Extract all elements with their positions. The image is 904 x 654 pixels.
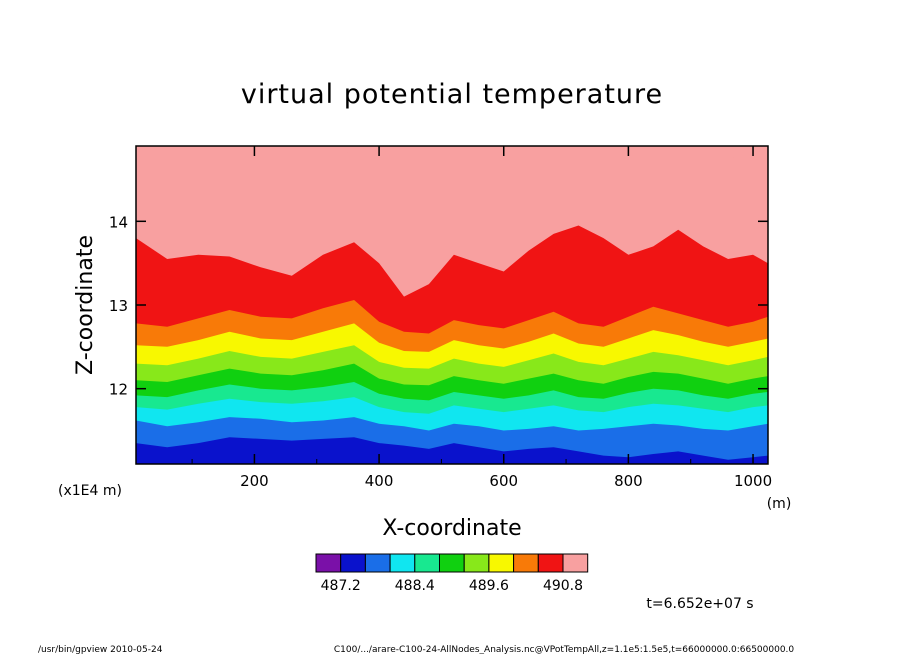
colorbar-swatch bbox=[389, 553, 416, 573]
y-scale-label: (x1E4 m) bbox=[58, 483, 122, 499]
y-tick-label: 14 bbox=[109, 213, 128, 231]
chart-title: virtual potential temperature bbox=[241, 79, 663, 110]
contour-band-1 bbox=[136, 437, 768, 464]
colorbar-swatch bbox=[488, 553, 515, 573]
colorbar-label: 489.6 bbox=[469, 578, 509, 594]
colorbar-label: 487.2 bbox=[321, 578, 361, 594]
time-label: t=6.652e+07 s bbox=[646, 596, 753, 612]
colorbar: 487.2 488.4 489.6 490.8 bbox=[315, 553, 589, 594]
footer-left: /usr/bin/gpview 2010-05-24 bbox=[38, 645, 163, 654]
colorbar-label: 488.4 bbox=[395, 578, 435, 594]
colorbar-swatch bbox=[463, 553, 490, 573]
colorbar-swatch bbox=[414, 553, 440, 573]
x-tick-label: 1000 bbox=[734, 472, 772, 490]
colorbar-swatch bbox=[364, 553, 391, 573]
y-tick-label: 12 bbox=[109, 381, 128, 399]
plot-area bbox=[135, 145, 769, 465]
y-tick-label: 13 bbox=[109, 297, 128, 315]
colorbar-swatch bbox=[439, 553, 465, 573]
colorbar-label: 490.8 bbox=[543, 578, 583, 594]
colorbar-swatch bbox=[340, 553, 366, 573]
colorbar-swatch bbox=[562, 553, 589, 573]
colorbar-swatch bbox=[315, 553, 342, 573]
colorbar-swatch bbox=[513, 553, 539, 573]
y-axis: 12 13 14 bbox=[109, 213, 768, 399]
x-tick-label: 200 bbox=[240, 472, 269, 490]
x-unit-label: (m) bbox=[767, 496, 792, 512]
y-axis-title: Z-coordinate bbox=[73, 235, 98, 375]
x-tick-label: 600 bbox=[489, 472, 518, 490]
x-axis-title: X-coordinate bbox=[382, 516, 521, 541]
x-tick-label: 400 bbox=[365, 472, 394, 490]
footer-right: C100/.../arare-C100-24-AllNodes_Analysis… bbox=[334, 645, 795, 654]
colorbar-swatch bbox=[537, 553, 564, 573]
x-axis: 200 400 600 800 1000 bbox=[191, 146, 772, 490]
x-tick-label: 800 bbox=[614, 472, 643, 490]
